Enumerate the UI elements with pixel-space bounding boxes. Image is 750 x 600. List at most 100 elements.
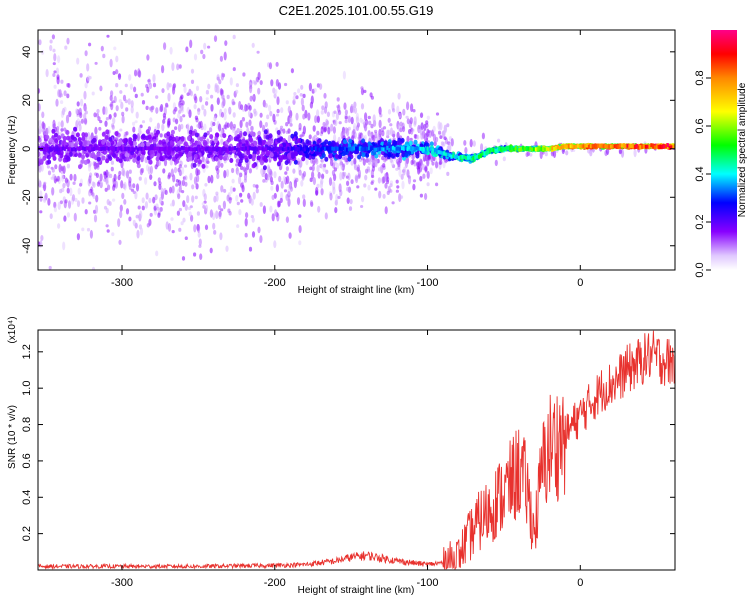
noise-cell — [315, 190, 319, 196]
noise-cell — [190, 214, 194, 222]
ridge-cell — [507, 146, 510, 150]
snr-series — [38, 330, 675, 570]
noise-cell — [52, 48, 56, 53]
noise-cell — [53, 206, 58, 213]
band-cell — [257, 136, 262, 142]
noise-cell — [202, 205, 206, 209]
noise-cell — [426, 128, 430, 138]
noise-cell — [260, 168, 264, 175]
ridge-cell — [85, 146, 88, 151]
noise-cell — [203, 123, 207, 131]
noise-cell — [295, 177, 299, 183]
ridge-cell — [510, 145, 514, 150]
band-cell — [166, 131, 171, 137]
ridge-cell — [487, 150, 490, 155]
noise-cell — [167, 174, 171, 180]
ridge-cell — [351, 146, 354, 151]
noise-cell — [432, 125, 436, 132]
noise-cell — [119, 204, 123, 212]
ridge-cell — [589, 144, 592, 149]
ridge-cell — [122, 146, 125, 151]
noise-cell — [311, 164, 315, 172]
noise-cell — [43, 197, 47, 203]
noise-cell — [220, 208, 224, 212]
noise-cell — [60, 120, 64, 128]
ridge-cell — [536, 146, 539, 151]
band-cell — [59, 150, 64, 156]
noise-cell — [130, 105, 134, 114]
band-cell — [198, 159, 202, 165]
noise-cell — [292, 168, 296, 174]
band-cell — [46, 154, 51, 160]
noise-cell — [38, 164, 42, 173]
noise-cell — [149, 212, 153, 217]
band-cell — [110, 140, 115, 146]
noise-cell — [283, 189, 288, 193]
noise-cell — [219, 232, 223, 241]
band-cell — [236, 143, 241, 148]
noise-cell — [380, 164, 384, 174]
noise-cell — [329, 192, 333, 201]
ridge-cell — [74, 147, 77, 152]
noise-cell — [212, 222, 216, 230]
band-cell — [146, 141, 151, 147]
noise-cell — [391, 201, 395, 205]
noise-cell — [120, 101, 124, 110]
noise-cell — [191, 195, 195, 203]
noise-cell — [164, 189, 168, 195]
noise-cell — [332, 186, 336, 195]
noise-cell — [302, 171, 307, 178]
band-cell — [168, 135, 173, 141]
noise-cell — [410, 103, 414, 112]
noise-cell — [374, 187, 378, 191]
band-cell — [51, 152, 56, 157]
noise-cell — [115, 105, 119, 112]
noise-cell — [145, 192, 149, 200]
band-cell — [324, 156, 329, 162]
ridge-cell — [76, 146, 79, 151]
band-cell — [117, 141, 122, 147]
noise-cell — [426, 182, 430, 187]
ridge-cell — [283, 147, 286, 152]
noise-cell — [442, 141, 446, 147]
noise-cell — [156, 206, 160, 211]
noise-cell — [351, 106, 355, 113]
noise-cell — [238, 209, 242, 216]
noise-cell — [203, 108, 207, 117]
noise-cell — [184, 175, 188, 181]
noise-cell — [290, 68, 294, 74]
ridge-cell — [166, 146, 169, 151]
band-cell — [38, 135, 41, 141]
noise-cell — [494, 159, 498, 167]
ridge-cell — [609, 144, 613, 149]
band-cell — [361, 138, 366, 144]
ridge-cell — [630, 144, 633, 149]
ridge-cell — [635, 144, 638, 148]
ridge-cell — [375, 147, 378, 152]
ridge-cell — [602, 144, 605, 149]
band-cell — [277, 161, 281, 167]
ridge-cell — [470, 157, 473, 162]
noise-cell — [66, 93, 70, 99]
noise-cell — [384, 182, 388, 189]
ridge-cell — [274, 146, 277, 151]
ridge-cell — [520, 147, 523, 152]
band-cell — [192, 162, 197, 168]
ridge-cell — [545, 146, 548, 151]
noise-cell — [336, 97, 340, 102]
noise-cell — [251, 231, 256, 238]
ridge-cell — [230, 147, 233, 152]
band-cell — [101, 139, 106, 145]
band-cell — [81, 136, 86, 142]
ridge-cell — [162, 147, 165, 152]
noise-cell — [404, 159, 408, 169]
band-cell — [296, 138, 301, 144]
noise-cell — [360, 88, 365, 96]
noise-cell — [95, 194, 99, 203]
ridge-cell — [58, 147, 61, 152]
band-cell — [83, 140, 88, 145]
noise-cell — [220, 111, 225, 118]
band-cell — [222, 133, 227, 139]
noise-cell — [497, 138, 501, 143]
ridge-cell — [342, 146, 345, 151]
